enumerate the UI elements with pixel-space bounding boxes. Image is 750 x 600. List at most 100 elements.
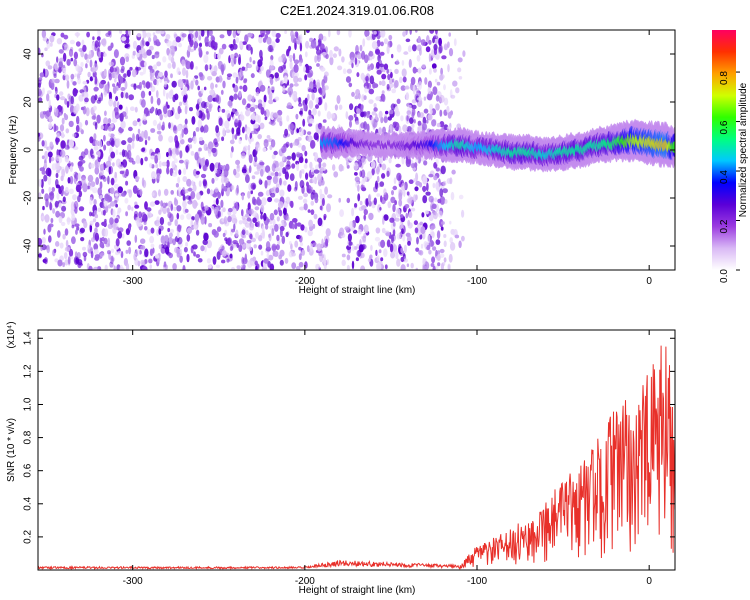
noise-speckle xyxy=(355,120,360,125)
noise-speckle xyxy=(117,250,122,255)
noise-speckle xyxy=(446,105,450,114)
noise-speckle xyxy=(127,126,133,132)
noise-speckle xyxy=(289,173,295,182)
noise-speckle xyxy=(232,30,237,39)
noise-speckle xyxy=(255,64,259,71)
noise-speckle xyxy=(255,144,261,152)
noise-speckle xyxy=(313,132,319,141)
noise-speckle xyxy=(196,110,200,117)
noise-speckle xyxy=(243,78,248,83)
noise-speckle xyxy=(400,182,406,191)
noise-speckle xyxy=(82,105,87,115)
noise-speckle xyxy=(210,82,215,90)
noise-speckle xyxy=(354,57,358,66)
noise-speckle xyxy=(364,30,370,38)
noise-speckle xyxy=(266,135,271,139)
noise-speckle xyxy=(380,257,384,262)
noise-speckle xyxy=(73,58,78,67)
noise-speckle xyxy=(367,258,371,262)
noise-speckle xyxy=(251,175,256,180)
noise-speckle xyxy=(100,252,105,257)
noise-speckle xyxy=(304,97,308,106)
noise-speckle xyxy=(198,147,202,152)
noise-speckle xyxy=(316,53,321,63)
noise-speckle xyxy=(387,201,392,209)
noise-speckle xyxy=(162,121,165,130)
noise-speckle xyxy=(307,135,313,143)
noise-speckle xyxy=(168,122,171,129)
noise-speckle xyxy=(435,103,440,111)
noise-speckle xyxy=(73,146,79,151)
noise-speckle xyxy=(385,110,389,115)
noise-speckle xyxy=(221,108,226,113)
noise-speckle xyxy=(245,213,250,218)
noise-speckle xyxy=(233,168,237,176)
noise-speckle xyxy=(240,152,246,159)
noise-speckle xyxy=(119,264,124,270)
noise-speckle xyxy=(450,94,456,99)
noise-speckle xyxy=(131,141,135,150)
noise-speckle xyxy=(405,30,408,36)
spectrogram-y-tick-label: 0 xyxy=(23,147,34,153)
noise-speckle xyxy=(198,72,203,77)
noise-speckle xyxy=(355,215,360,224)
noise-speckle xyxy=(264,180,268,189)
noise-speckle xyxy=(327,194,333,199)
noise-speckle xyxy=(159,30,165,35)
noise-speckle xyxy=(167,237,174,245)
noise-speckle xyxy=(414,162,418,168)
noise-speckle xyxy=(250,182,257,190)
noise-speckle xyxy=(176,248,180,254)
noise-speckle xyxy=(420,226,426,235)
noise-speckle xyxy=(367,64,371,70)
noise-speckle xyxy=(386,83,390,90)
noise-speckle xyxy=(93,248,99,255)
noise-speckle xyxy=(222,164,226,172)
noise-speckle xyxy=(265,190,271,197)
noise-speckle xyxy=(396,44,402,53)
noise-speckle xyxy=(143,129,148,140)
noise-speckle xyxy=(95,221,100,228)
noise-speckle xyxy=(199,157,206,167)
noise-speckle xyxy=(369,75,375,85)
noise-speckle xyxy=(365,225,369,234)
noise-speckle xyxy=(400,264,406,270)
noise-speckle xyxy=(134,201,138,206)
noise-speckle xyxy=(231,146,234,153)
noise-speckle xyxy=(111,118,118,123)
noise-speckle xyxy=(281,153,285,162)
noise-speckle xyxy=(245,174,250,184)
noise-speckle xyxy=(250,73,255,79)
noise-speckle xyxy=(256,163,261,172)
noise-speckle xyxy=(258,178,262,185)
noise-speckle xyxy=(436,230,441,240)
noise-speckle xyxy=(263,258,269,264)
noise-speckle xyxy=(427,234,431,244)
noise-speckle xyxy=(213,65,218,73)
noise-speckle xyxy=(306,245,310,253)
noise-speckle xyxy=(279,225,285,232)
noise-speckle xyxy=(414,186,419,192)
noise-speckle xyxy=(61,117,65,125)
noise-speckle xyxy=(363,95,367,100)
noise-speckle xyxy=(291,262,297,270)
noise-speckle xyxy=(150,128,156,133)
noise-speckle xyxy=(319,88,323,95)
noise-speckle xyxy=(207,64,211,69)
noise-speckle xyxy=(177,105,181,115)
noise-speckle xyxy=(191,180,194,187)
noise-speckle xyxy=(54,78,60,84)
snr-panel: -300 -200 -100 0 0.20.40.60.81.01.21.4 Heig… xyxy=(6,321,676,596)
noise-speckle xyxy=(86,59,90,63)
noise-speckle xyxy=(392,204,396,213)
noise-speckle xyxy=(134,204,140,209)
noise-speckle xyxy=(286,160,291,168)
noise-speckle xyxy=(447,264,451,270)
noise-speckle xyxy=(265,241,271,250)
noise-speckle xyxy=(259,161,265,166)
noise-speckle xyxy=(395,163,401,168)
noise-speckle xyxy=(411,123,415,128)
noise-speckle xyxy=(139,188,143,197)
noise-speckle xyxy=(195,66,198,70)
